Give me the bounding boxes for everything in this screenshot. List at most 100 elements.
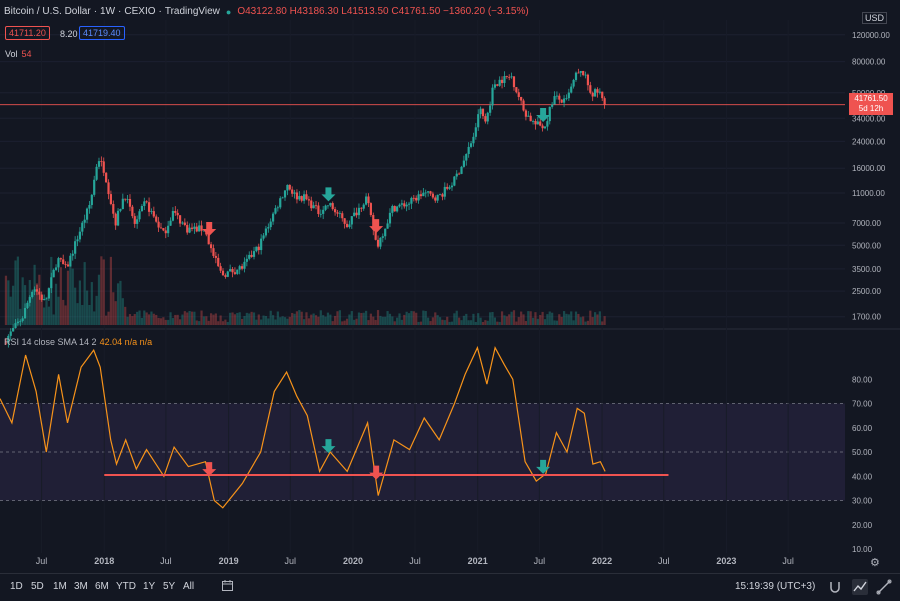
volume-bar [551,312,554,325]
range-6m-button[interactable]: 6M [95,581,109,592]
volume-bar [407,313,411,325]
volume-bar [162,317,165,325]
signals [202,107,551,480]
volume-bar [529,311,532,325]
symbol-name[interactable]: Bitcoin / U.S. Dollar [4,6,91,17]
candle-body [131,206,134,217]
volume-bar [145,312,148,325]
range-3m-button[interactable]: 3M [74,581,88,592]
range-1d-button[interactable]: 1D [10,581,23,592]
volume-legend[interactable]: Vol 54 [5,49,32,59]
candle-body [226,271,229,277]
bottom-toolbar: 1D 5D 1M 3M 6M YTD 1Y 5Y All 15:19:39 (U… [0,573,900,601]
volume-bar [233,314,237,325]
candle-body [229,269,232,272]
volume-bar [200,310,203,325]
volume-bar [419,321,423,325]
candle-body [331,203,334,210]
range-1y-button[interactable]: 1Y [143,581,156,592]
range-5y-button[interactable]: 5Y [163,581,176,592]
price-tick-label: 80000.00 [852,58,886,67]
volume-bar [143,310,146,325]
candle-body [274,208,277,214]
currency-selector[interactable]: USD [862,12,888,24]
volume-bar [596,314,599,325]
interval-label[interactable]: 1W [100,6,116,17]
candle-body [367,196,370,204]
volume-bar [43,307,46,325]
candle-body [379,237,382,247]
candle-body [257,246,260,251]
magnet-icon[interactable] [827,579,843,595]
candle-body [386,223,389,229]
range-all-button[interactable]: All [183,581,195,592]
volume-bar [26,307,29,325]
volume-bar [47,306,50,325]
candle-body [33,289,36,292]
range-1m-button[interactable]: 1M [53,581,67,592]
volume-bar [152,313,155,325]
volume-bar [4,275,8,325]
volume-bar [493,317,497,325]
indicator-chart-icon[interactable] [852,579,868,595]
volume-bar [207,320,210,325]
volume-bar [169,312,172,325]
buy-signal-arrow [536,107,551,122]
volume-bar [140,317,144,325]
candle-body [348,224,351,227]
range-5d-button[interactable]: 5D [31,581,44,592]
volume-bar [245,312,248,325]
candle-body [531,120,535,122]
candle-body [81,222,84,232]
volume-bar [562,311,566,325]
volume-bar [300,311,303,325]
calendar-icon[interactable] [222,580,233,591]
candle-body [479,108,482,115]
candle-body [240,266,244,269]
candle-body [505,76,508,77]
candle-body [522,100,525,111]
candle-body [469,143,473,147]
volume-bar [138,310,141,325]
price-tick-label: 34000.00 [852,114,886,123]
volume-bar [176,314,179,325]
candle-body [7,335,10,344]
volume-bar [510,311,513,325]
volume-bar [90,282,93,325]
clock-readout[interactable]: 15:19:39 (UTC+3) [735,581,816,592]
volume-bar [512,310,516,325]
trend-line-icon[interactable] [876,579,892,595]
volume-bar [360,313,363,325]
volume-bar [465,313,468,325]
volume-bar [534,312,537,325]
volume-bar [14,260,17,325]
candle-body [417,194,420,201]
candle-body [100,161,103,162]
candle-body [355,212,358,216]
candle-body [31,291,34,298]
volume-bar [386,311,389,325]
gear-icon[interactable]: ⚙ [870,557,880,569]
buy-price-button[interactable]: 41719.40 [79,26,125,40]
candle-body [271,213,275,222]
rsi-legend[interactable]: RSI 14 close SMA 14 2 42.04 n/a n/a [4,337,152,347]
sell-price-button[interactable]: 41711.20 [5,26,50,40]
volume-bar [477,313,480,325]
price-tick-label: 7000.00 [852,219,881,228]
candle-body [422,192,425,197]
candle-body [102,161,105,173]
candle-body [43,298,46,300]
volume-bar [357,312,361,325]
volume-bar [35,283,39,325]
candle-body [231,269,234,273]
volume-bar [202,316,206,325]
volume-bar [167,319,170,325]
volume-bar [281,316,284,325]
candle-body [369,203,372,216]
volume-bar [553,320,556,325]
volume-bar [95,295,98,325]
volume-bar [69,265,72,325]
range-ytd-button[interactable]: YTD [116,581,136,592]
volume-bar [403,314,406,325]
